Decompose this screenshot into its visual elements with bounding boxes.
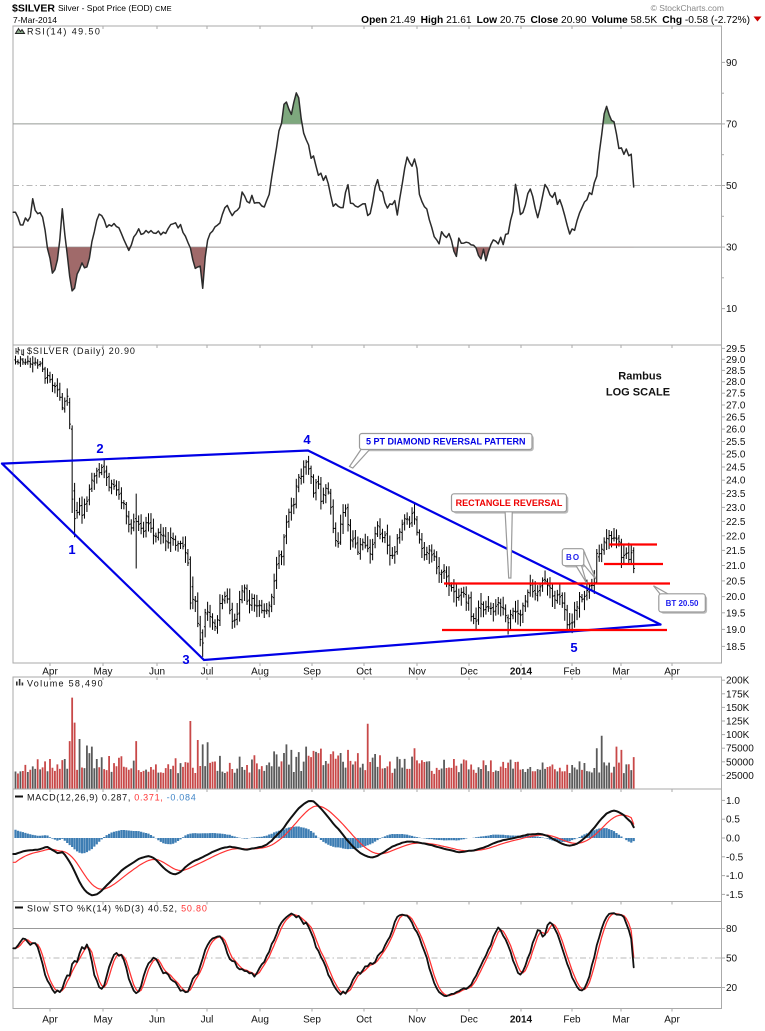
svg-text:Oct: Oct xyxy=(356,1015,372,1026)
svg-text:Dec: Dec xyxy=(460,1015,478,1026)
svg-text:May: May xyxy=(94,1015,113,1026)
svg-text:28.5: 28.5 xyxy=(726,366,746,377)
svg-text:21.0: 21.0 xyxy=(726,561,746,572)
svg-text:Rambus: Rambus xyxy=(618,371,661,383)
svg-text:0.5: 0.5 xyxy=(726,815,740,826)
svg-text:Aug: Aug xyxy=(251,1015,269,1026)
svg-text:Jul: Jul xyxy=(201,1015,214,1026)
svg-text:Slow STO %K(14) %D(3) 40.52, 5: Slow STO %K(14) %D(3) 40.52, 50.80 xyxy=(27,904,208,914)
svg-text:CME: CME xyxy=(155,4,172,13)
svg-text:5 PT DIAMOND REVERSAL PATTERN: 5 PT DIAMOND REVERSAL PATTERN xyxy=(366,437,526,447)
svg-text:100K: 100K xyxy=(726,730,750,741)
svg-text:75000: 75000 xyxy=(726,744,754,755)
svg-text:50: 50 xyxy=(726,954,738,965)
svg-text:7-Mar-2014: 7-Mar-2014 xyxy=(13,15,57,25)
svg-text:$SILVER: $SILVER xyxy=(12,3,55,15)
svg-text:Nov: Nov xyxy=(408,1015,426,1026)
svg-text:Aug: Aug xyxy=(251,667,269,678)
svg-text:20.5: 20.5 xyxy=(726,576,746,587)
svg-text:Volume 58,490: Volume 58,490 xyxy=(27,679,104,689)
svg-text:2: 2 xyxy=(96,441,103,456)
svg-text:19.5: 19.5 xyxy=(726,608,746,619)
svg-text:27.5: 27.5 xyxy=(726,389,746,400)
svg-text:23.0: 23.0 xyxy=(726,503,746,514)
svg-text:Mar: Mar xyxy=(612,667,630,678)
svg-text:29.0: 29.0 xyxy=(726,355,746,366)
svg-text:27.0: 27.0 xyxy=(726,401,746,412)
svg-text:Oct: Oct xyxy=(356,667,372,678)
svg-text:BO: BO xyxy=(566,553,580,562)
svg-text:Mar: Mar xyxy=(612,1015,630,1026)
svg-text:18.5: 18.5 xyxy=(726,642,746,653)
svg-text:2014: 2014 xyxy=(510,1015,533,1026)
svg-text:Apr: Apr xyxy=(42,1015,58,1026)
svg-text:175K: 175K xyxy=(726,689,750,700)
svg-text:125K: 125K xyxy=(726,717,750,728)
svg-text:200K: 200K xyxy=(726,676,750,687)
svg-text:Sep: Sep xyxy=(303,667,321,678)
svg-text:Apr: Apr xyxy=(664,667,680,678)
svg-text:MACD(12,26,9) 0.287, 0.371, -0: MACD(12,26,9) 0.287, 0.371, -0.084 xyxy=(27,793,196,803)
svg-text:Jun: Jun xyxy=(149,1015,165,1026)
svg-text:RECTANGLE REVERSAL: RECTANGLE REVERSAL xyxy=(456,498,563,508)
svg-text:22.0: 22.0 xyxy=(726,531,746,542)
svg-text:3: 3 xyxy=(182,652,189,667)
svg-text:Open 21.49 High 21.61 Low 20.7: Open 21.49 High 21.61 Low 20.75 Close 20… xyxy=(361,15,750,26)
svg-text:Silver - Spot Price (EOD): Silver - Spot Price (EOD) xyxy=(58,3,153,13)
svg-text:50: 50 xyxy=(726,181,738,192)
svg-text:1.0: 1.0 xyxy=(726,796,740,807)
svg-text:21.5: 21.5 xyxy=(726,546,746,557)
svg-text:LOG SCALE: LOG SCALE xyxy=(606,387,670,399)
svg-text:23.5: 23.5 xyxy=(726,489,746,500)
svg-text:26.0: 26.0 xyxy=(726,425,746,436)
svg-text:1: 1 xyxy=(68,542,75,557)
svg-text:4: 4 xyxy=(303,432,311,447)
svg-text:Feb: Feb xyxy=(563,667,581,678)
svg-text:20.0: 20.0 xyxy=(726,592,746,603)
svg-text:25.0: 25.0 xyxy=(726,450,746,461)
svg-text:Apr: Apr xyxy=(664,1015,680,1026)
svg-text:25.5: 25.5 xyxy=(726,437,746,448)
svg-text:22.5: 22.5 xyxy=(726,517,746,528)
svg-text:30: 30 xyxy=(726,243,738,254)
svg-text:RSI(14) 49.50: RSI(14) 49.50 xyxy=(27,27,101,37)
svg-text:28.0: 28.0 xyxy=(726,377,746,388)
svg-text:Apr: Apr xyxy=(42,667,58,678)
svg-text:Dec: Dec xyxy=(460,667,478,678)
svg-text:Feb: Feb xyxy=(563,1015,581,1026)
svg-text:2014: 2014 xyxy=(510,667,533,678)
svg-text:19.0: 19.0 xyxy=(726,625,746,636)
svg-text:29.5: 29.5 xyxy=(726,344,746,355)
svg-text:5: 5 xyxy=(570,640,577,655)
svg-text:20: 20 xyxy=(726,983,738,994)
svg-text:May: May xyxy=(94,667,113,678)
svg-text:$SILVER (Daily) 20.90: $SILVER (Daily) 20.90 xyxy=(27,346,136,356)
svg-text:0.0: 0.0 xyxy=(726,834,740,845)
svg-text:25000: 25000 xyxy=(726,771,754,782)
svg-text:24.5: 24.5 xyxy=(726,463,746,474)
svg-text:Jul: Jul xyxy=(201,667,214,678)
svg-text:90: 90 xyxy=(726,58,738,69)
svg-text:80: 80 xyxy=(726,924,738,935)
svg-text:-0.5: -0.5 xyxy=(726,852,744,863)
svg-text:BT 20.50: BT 20.50 xyxy=(666,599,699,608)
svg-text:Sep: Sep xyxy=(303,1015,321,1026)
svg-text:24.0: 24.0 xyxy=(726,476,746,487)
svg-text:150K: 150K xyxy=(726,703,750,714)
svg-text:-1.0: -1.0 xyxy=(726,871,744,882)
svg-text:70: 70 xyxy=(726,119,738,130)
svg-text:10: 10 xyxy=(726,304,738,315)
svg-text:Nov: Nov xyxy=(408,667,426,678)
svg-text:-1.5: -1.5 xyxy=(726,890,744,901)
svg-text:© StockCharts.com: © StockCharts.com xyxy=(651,3,724,13)
svg-text:50000: 50000 xyxy=(726,757,754,768)
svg-text:Jun: Jun xyxy=(149,667,165,678)
svg-text:26.5: 26.5 xyxy=(726,412,746,423)
